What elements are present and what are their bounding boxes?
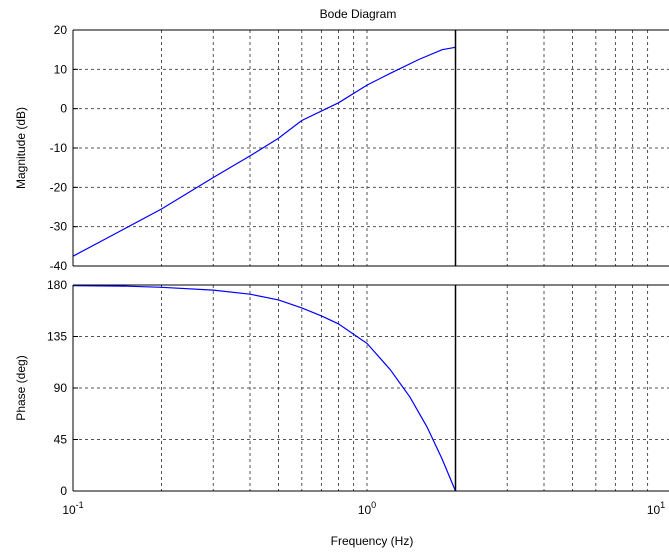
phase-series-line — [72, 285, 457, 492]
phase-y-ticks: 180 135 90 45 0 — [47, 278, 67, 498]
x-tick-label-3: 101 — [647, 500, 665, 517]
magnitude-y-tick-label-1: 10 — [54, 62, 68, 76]
magnitude-y-tick-label-2: 0 — [60, 102, 67, 116]
x-tick-label-2: 100 — [358, 500, 376, 517]
phase-y-tick-label-0: 180 — [47, 278, 67, 292]
phase-y-tick-label-4: 0 — [60, 484, 67, 498]
magnitude-y-tick-label-4: -20 — [50, 180, 68, 194]
chart-title: Bode Diagram — [320, 7, 397, 21]
phase-y-tick-label-3: 45 — [54, 433, 68, 447]
phase-plot-area — [73, 285, 669, 491]
phase-y-axis-label: Phase (deg) — [14, 355, 28, 420]
magnitude-y-ticks: 20 10 0 -10 -20 -30 -40 — [50, 23, 68, 273]
magnitude-y-tick-label-3: -10 — [50, 141, 68, 155]
x-axis-ticks: 10-1 100 101 — [62, 500, 665, 517]
phase-y-tick-label-2: 90 — [54, 381, 68, 395]
x-tick-label-1: 10-1 — [62, 500, 83, 517]
magnitude-panel: 20 10 0 -10 -20 -30 -40 Magnitude (dB) — [14, 23, 669, 273]
magnitude-series-line — [72, 46, 456, 257]
magnitude-y-tick-label-5: -30 — [50, 220, 68, 234]
magnitude-plot-area — [73, 30, 669, 266]
magnitude-y-axis-label: Magnitude (dB) — [14, 107, 28, 189]
phase-panel: 180 135 90 45 0 Phase (deg) — [14, 278, 669, 498]
phase-y-tick-label-1: 135 — [47, 330, 67, 344]
x-axis-label: Frequency (Hz) — [331, 534, 414, 548]
magnitude-y-tick-label-0: 20 — [54, 23, 68, 37]
magnitude-y-tick-label-6: -40 — [50, 259, 68, 273]
